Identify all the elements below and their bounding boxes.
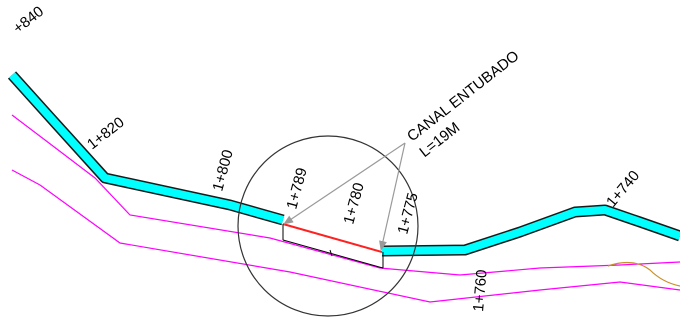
detail-circle: [237, 135, 419, 317]
callout-leaders: [283, 142, 406, 251]
canal-right: [381, 204, 680, 257]
station-label-1800: 1+800: [209, 148, 236, 193]
station-label-1740: 1+740: [603, 167, 643, 210]
offset-line-outer: [11, 169, 680, 303]
callout-line-1: CANAL ENTUBADO: [404, 47, 522, 145]
offset-line-inner: [11, 114, 680, 276]
station-label-840: +840: [10, 3, 47, 37]
station-label-1760: 1+760: [470, 269, 491, 312]
callout-text: CANAL ENTUBADO L=19M: [404, 47, 522, 160]
station-label-1820: 1+820: [84, 114, 128, 153]
station-label-1789: 1+789: [283, 166, 310, 211]
canal-left: [7, 71, 285, 226]
contour-line: [607, 261, 680, 287]
offset-lines: [11, 114, 680, 303]
piped-canal-segment: [282, 223, 384, 269]
station-label-1780: 1+780: [340, 181, 367, 226]
